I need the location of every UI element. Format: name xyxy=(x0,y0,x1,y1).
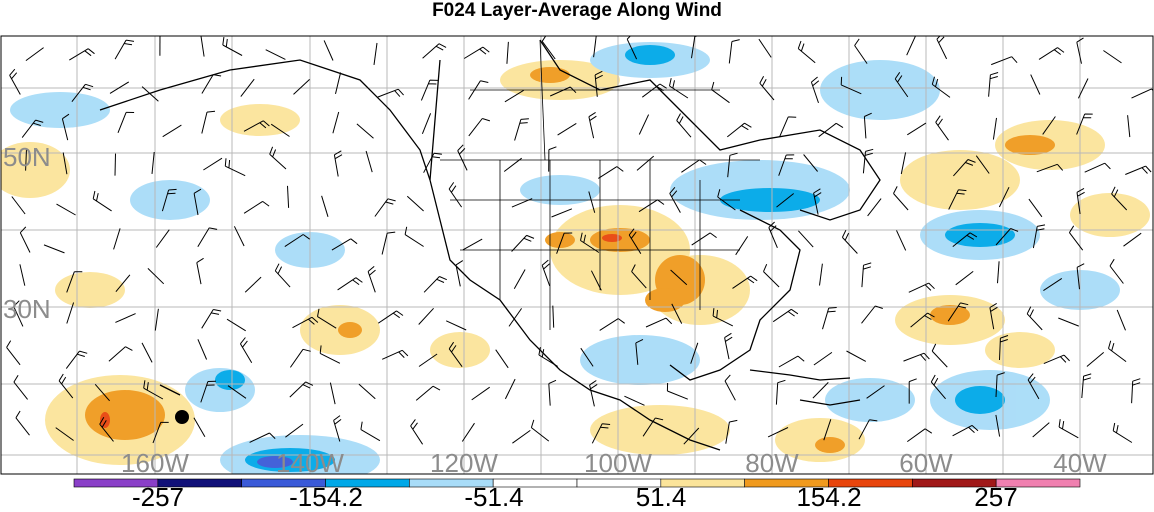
colorbar-label: -51.4 xyxy=(464,483,523,511)
colorbar-label: 51.4 xyxy=(636,483,687,511)
colorbar-label: 257 xyxy=(974,483,1017,511)
wind-barb xyxy=(115,154,116,176)
lat-label-50n: 50N xyxy=(3,142,51,172)
location-marker xyxy=(175,410,189,424)
colorbar-label: -154.2 xyxy=(289,483,363,511)
colorbar-label: 154.2 xyxy=(796,483,861,511)
colorbar-label: -257 xyxy=(132,483,184,511)
colorbar xyxy=(74,479,1080,487)
lat-label-30n: 30N xyxy=(3,294,51,324)
